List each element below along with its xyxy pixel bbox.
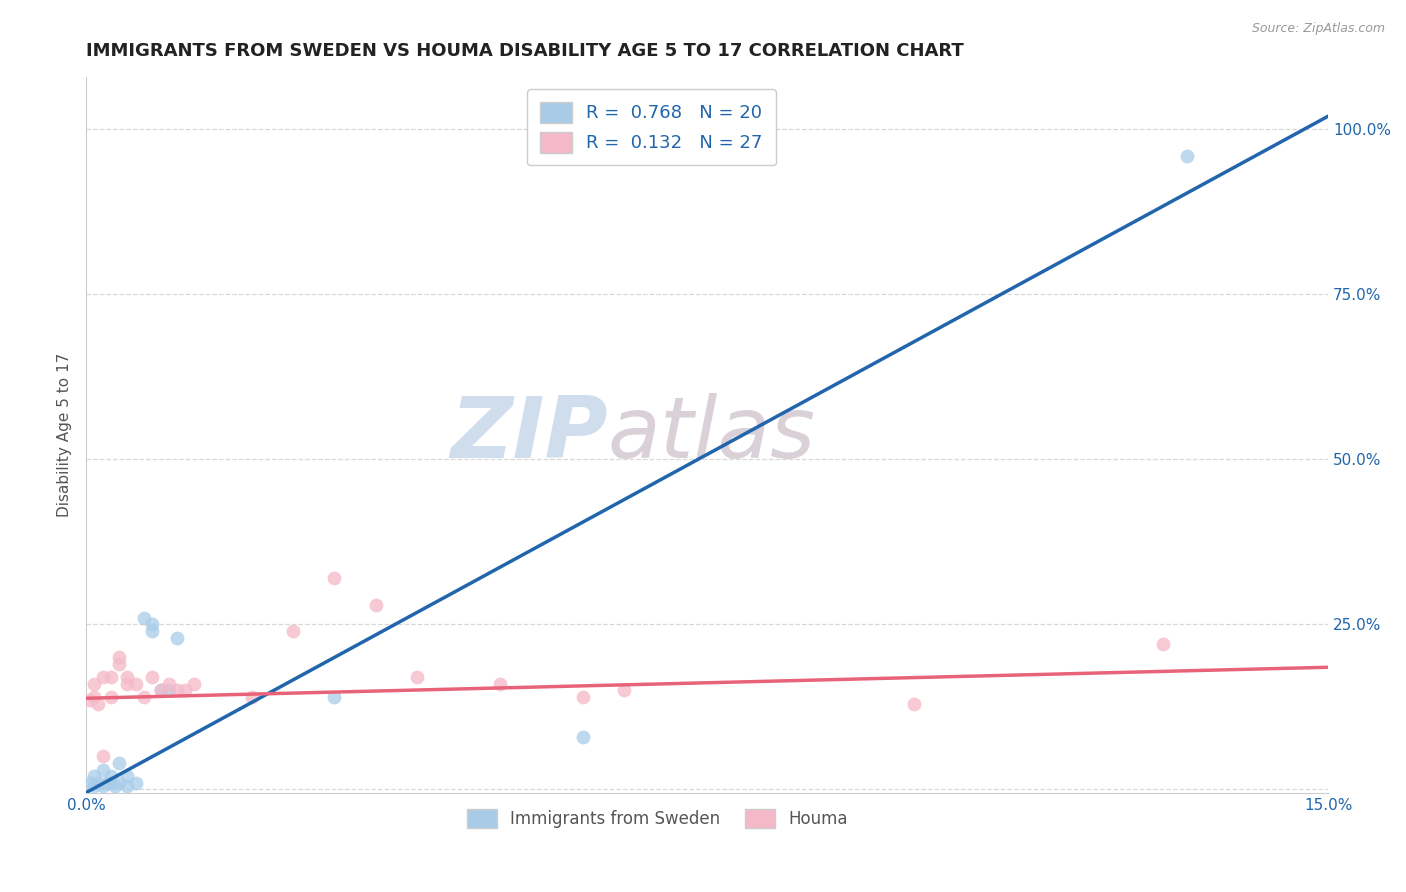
Text: atlas: atlas [607,393,815,476]
Point [141,617,163,632]
Point [489,677,512,691]
Point [83,690,105,704]
Point [157,677,180,691]
Point [166,683,188,698]
Point [108,657,131,671]
Point [157,683,180,698]
Point [281,624,304,638]
Point [572,730,595,744]
Point [91,763,114,777]
Point [91,749,114,764]
Point [132,690,155,704]
Text: Source: ZipAtlas.com: Source: ZipAtlas.com [1251,22,1385,36]
Text: IMMIGRANTS FROM SWEDEN VS HOUMA DISABILITY AGE 5 TO 17 CORRELATION CHART: IMMIGRANTS FROM SWEDEN VS HOUMA DISABILI… [86,42,965,60]
Point [83,677,105,691]
Point [125,776,148,790]
Point [91,670,114,684]
Point [141,670,163,684]
Point [613,683,636,698]
Point [1177,149,1199,163]
Point [117,670,139,684]
Point [100,776,122,790]
Point [364,598,387,612]
Point [108,650,131,665]
Point [183,677,205,691]
Point [100,769,122,783]
Point [108,756,131,770]
Point [108,776,131,790]
Point [323,690,346,704]
Point [166,631,188,645]
Point [104,779,127,793]
Legend: Immigrants from Sweden, Houma: Immigrants from Sweden, Houma [460,802,855,834]
Point [132,611,155,625]
Point [79,776,101,790]
Point [96,776,118,790]
Point [141,624,163,638]
Point [117,769,139,783]
Point [87,697,110,711]
Point [100,670,122,684]
Point [91,779,114,793]
Point [79,693,101,707]
Point [87,776,110,790]
Point [83,779,105,793]
Text: ZIP: ZIP [450,393,607,476]
Point [100,690,122,704]
Y-axis label: Disability Age 5 to 17: Disability Age 5 to 17 [58,352,72,516]
Point [149,683,172,698]
Point [174,683,197,698]
Point [125,677,148,691]
Point [572,690,595,704]
Point [1152,637,1174,651]
Point [117,677,139,691]
Point [83,769,105,783]
Point [323,571,346,585]
Point [903,697,925,711]
Point [117,779,139,793]
Point [149,683,172,698]
Point [406,670,429,684]
Point [240,690,263,704]
